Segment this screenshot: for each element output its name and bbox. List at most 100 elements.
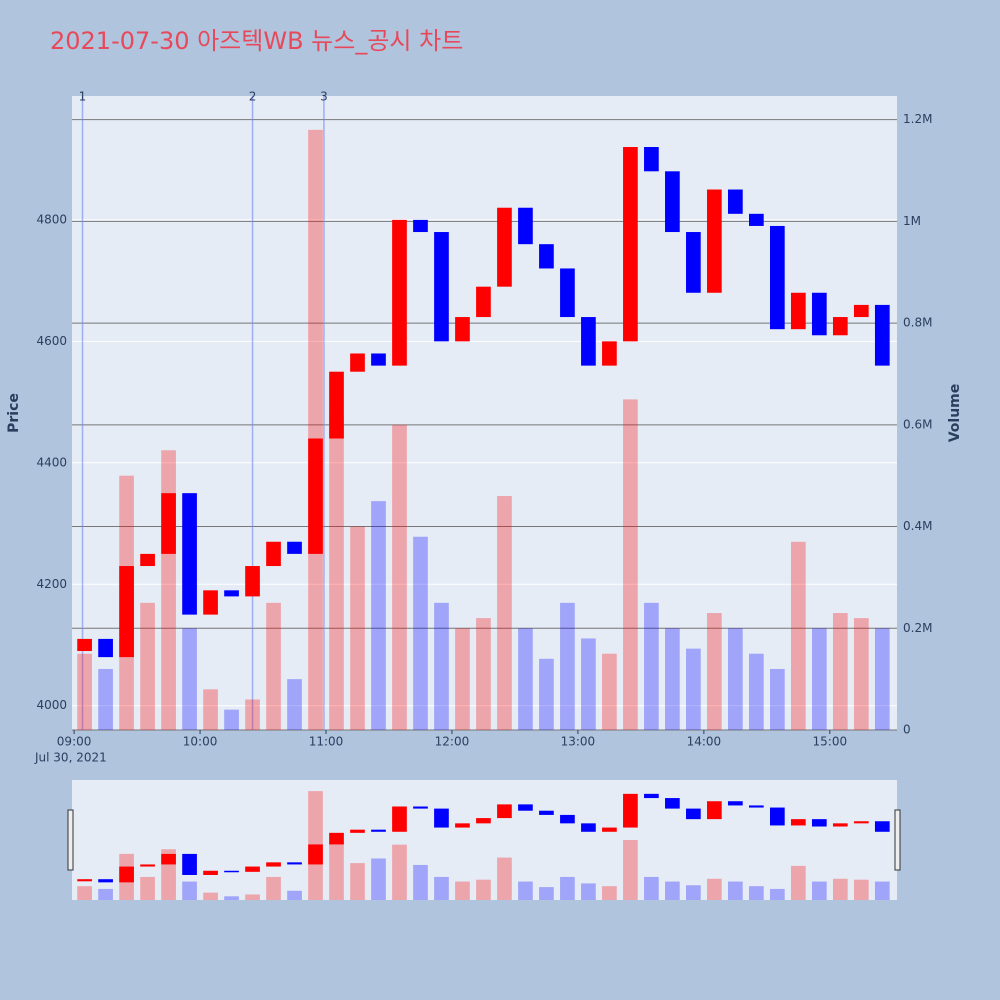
candle	[769, 225, 785, 330]
slider-volume-bar	[266, 876, 281, 900]
slider-candle	[749, 805, 764, 808]
y2-tick-label: 0	[903, 723, 911, 737]
x-tick-label: 11:00	[309, 735, 344, 749]
volume-bar	[623, 399, 638, 730]
slider-candle	[769, 807, 785, 826]
y2-tick-label: 0.2M	[903, 621, 932, 635]
slider-volume-bar	[665, 881, 680, 900]
slider-candle	[539, 810, 554, 815]
candle	[161, 493, 176, 554]
x-tick-label: 12:00	[435, 735, 470, 749]
volume-bar	[518, 628, 533, 730]
volume-bar	[224, 709, 239, 730]
candle	[686, 232, 701, 293]
volume-bar	[665, 628, 680, 730]
candle	[308, 438, 323, 554]
candle	[665, 171, 680, 233]
candle	[853, 304, 869, 318]
x-tick-label: 15:00	[813, 735, 848, 749]
slider-volume-bar	[853, 879, 869, 900]
slider-handle[interactable]	[67, 809, 74, 871]
volume-bar	[874, 628, 890, 730]
slider-volume-bar	[518, 881, 533, 900]
volume-bar	[371, 501, 386, 730]
volume-bar	[686, 648, 701, 730]
volume-bar	[749, 653, 764, 730]
volume-bar	[832, 613, 848, 730]
x-tick-label: 14:00	[687, 735, 722, 749]
slider-volume-bar	[77, 886, 92, 900]
slider-candle	[266, 862, 281, 867]
slider-candle	[560, 814, 575, 824]
slider-candle	[119, 866, 134, 883]
slider-candle	[182, 853, 197, 875]
volume-bar	[728, 628, 743, 730]
volume-bar	[77, 653, 92, 730]
slider-volume-bar	[602, 886, 617, 900]
slider-volume-bar	[686, 885, 701, 900]
y2-tick-label: 0.6M	[903, 417, 932, 431]
slider-volume-bar	[581, 883, 596, 900]
y2-tick-label: 1.2M	[903, 112, 932, 126]
slider-candle	[686, 808, 701, 820]
slider-candle	[853, 821, 869, 824]
volume-bar	[182, 628, 197, 730]
candle	[874, 304, 890, 366]
candle	[644, 147, 659, 172]
slider-handle[interactable]	[894, 809, 901, 871]
candle	[287, 541, 302, 554]
candle	[728, 189, 743, 214]
slider-volume-bar	[749, 886, 764, 900]
slider-candle	[77, 879, 92, 882]
candle	[707, 189, 722, 293]
x-tick-label: 10:00	[183, 735, 218, 749]
slider-volume-bar	[245, 894, 260, 900]
slider-candle	[140, 864, 155, 867]
candle	[455, 317, 470, 342]
slider-candle	[581, 823, 596, 832]
volume-bar	[769, 668, 785, 730]
volume-bar	[245, 699, 260, 730]
volume-bar	[581, 638, 596, 730]
slider-volume-bar	[98, 888, 113, 900]
slider-volume-bar	[539, 887, 554, 900]
volume-bar	[140, 602, 155, 730]
candle	[224, 590, 239, 597]
slider-volume-bar	[707, 878, 722, 900]
candle	[350, 353, 365, 372]
slider-volume-bar	[874, 881, 890, 900]
y-tick-label: 4200	[36, 577, 67, 591]
volume-bar	[790, 541, 806, 730]
slider-candle	[728, 801, 743, 806]
slider-volume-bar	[832, 878, 848, 900]
slider-candle	[245, 866, 260, 872]
candle	[623, 147, 638, 342]
volume-bar	[203, 689, 218, 730]
slider-candle	[329, 832, 344, 845]
y2-axis-title: Volume	[947, 384, 963, 443]
plot-area	[72, 96, 897, 730]
slider-volume-bar	[811, 881, 827, 900]
volume-bar	[329, 414, 344, 730]
chart-title: 2021-07-30 아즈텍WB 뉴스_공시 차트	[50, 27, 463, 55]
annotation-label: 2	[249, 90, 257, 104]
candle	[413, 219, 428, 233]
candle	[539, 244, 554, 269]
volume-bar	[811, 628, 827, 730]
slider-candle	[98, 879, 113, 883]
x-tick-label: 09:00	[57, 735, 92, 749]
candle	[581, 317, 596, 366]
candle	[602, 341, 617, 366]
candle	[329, 371, 344, 439]
slider-candle	[434, 808, 449, 828]
volume-bar	[392, 424, 407, 730]
range-slider[interactable]	[72, 780, 897, 900]
slider-volume-bar	[790, 865, 806, 900]
volume-bar	[266, 602, 281, 730]
slider-volume-bar	[497, 857, 512, 900]
slider-volume-bar	[434, 876, 449, 900]
slider-candle	[350, 829, 365, 833]
slider-candle	[224, 870, 239, 873]
slider-candle	[497, 804, 512, 819]
candle	[77, 638, 92, 652]
